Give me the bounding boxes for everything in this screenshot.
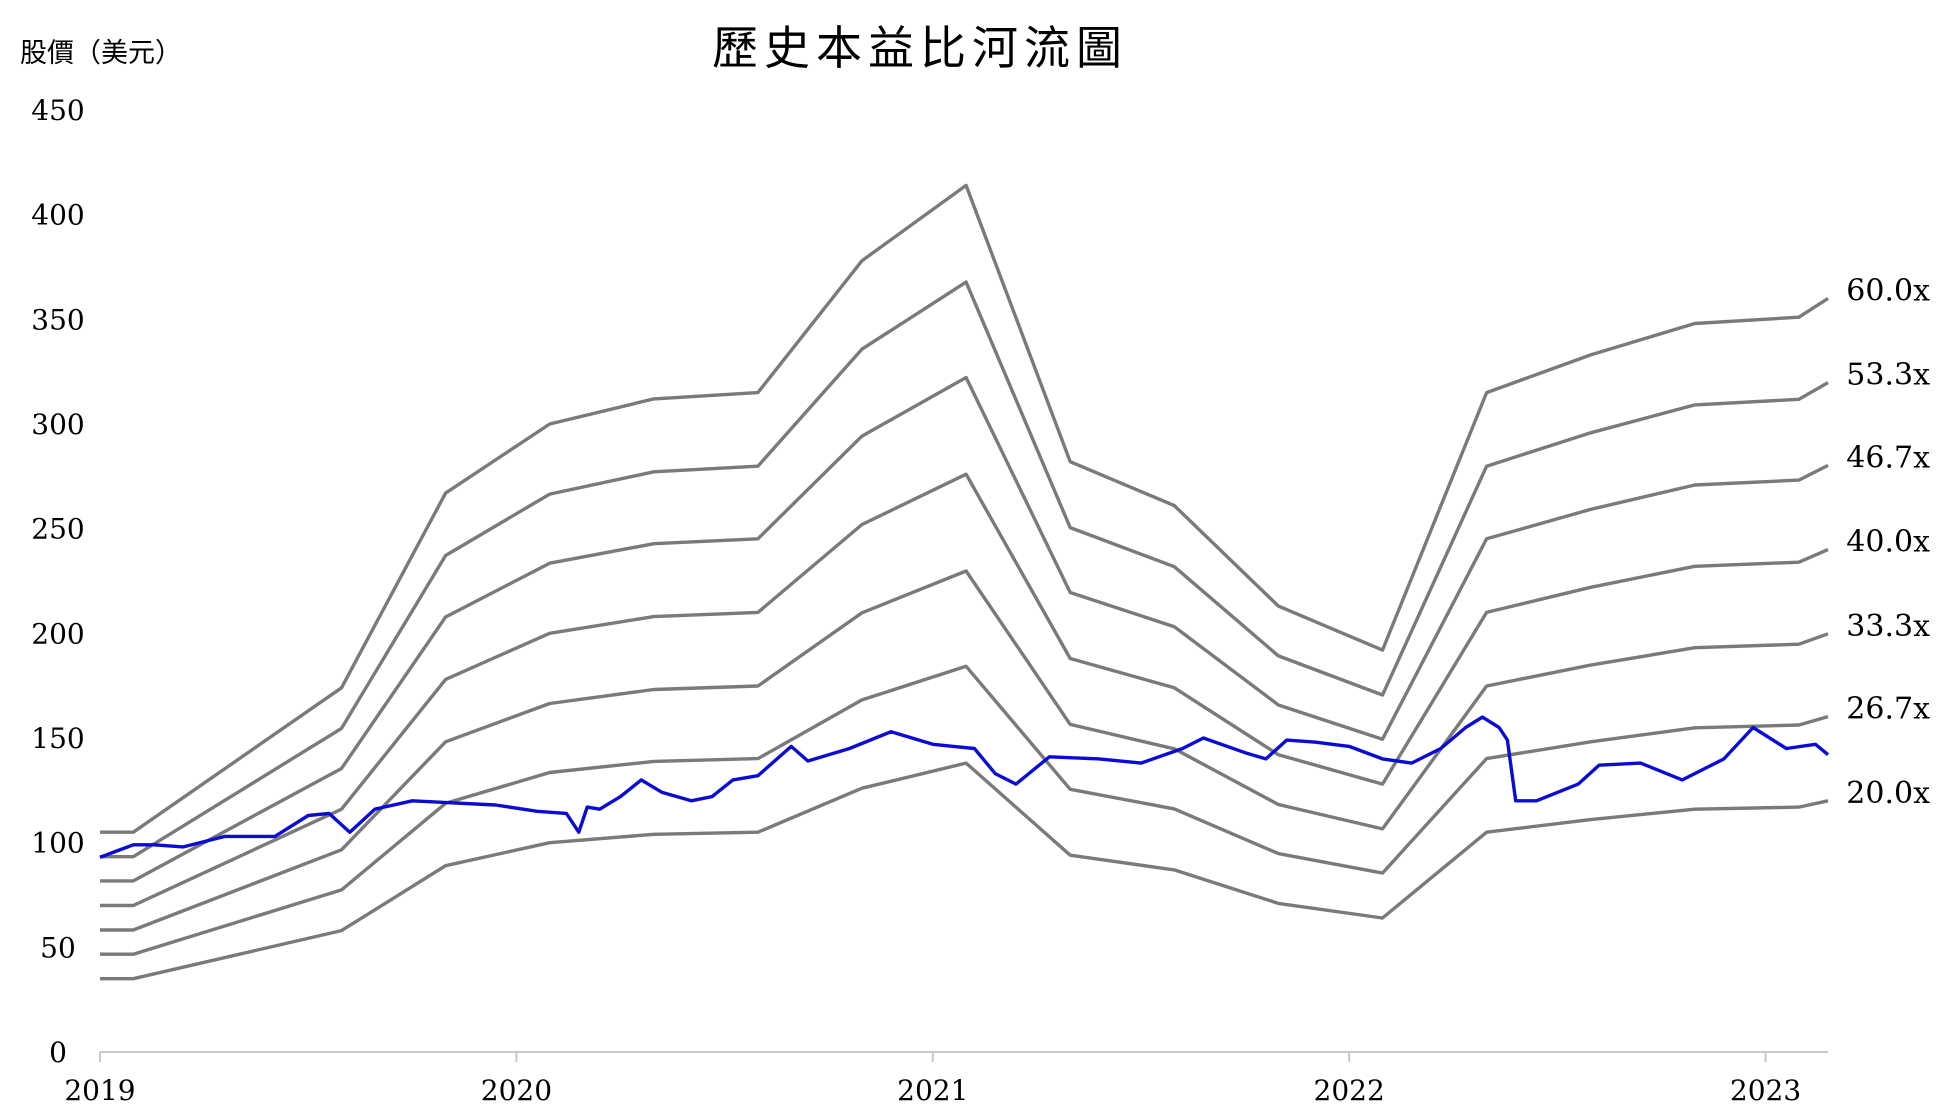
y-tick-label: 50 (40, 931, 76, 964)
y-tick-label: 200 (31, 617, 84, 650)
pe-band-line-60-0x (100, 183, 1829, 834)
band-labels: 60.0x 53.3x 46.7x 40.0x 33.3x 26.7x 20.0x (1846, 273, 1930, 810)
y-tick-label: 100 (31, 827, 84, 860)
band-label-53-3x: 53.3x (1846, 358, 1930, 393)
y-axis-label: 股價（美元） (20, 38, 182, 69)
band-label-26-7x: 26.7x (1846, 692, 1930, 727)
x-tick-label: 2019 (64, 1074, 135, 1107)
y-tick-label: 400 (31, 199, 84, 232)
y-tick-label: 300 (31, 408, 84, 441)
band-label-40-0x: 40.0x (1846, 525, 1930, 560)
x-tick-label: 2021 (897, 1074, 968, 1107)
y-tick-label: 350 (31, 303, 84, 336)
pe-band-line-26-7x (100, 664, 1829, 956)
chart-title: 歷史本益比河流圖 (712, 21, 1128, 75)
y-tick-label: 150 (31, 722, 84, 755)
band-label-33-3x: 33.3x (1846, 609, 1930, 644)
band-label-20-0x: 20.0x (1846, 776, 1930, 811)
price-line (99, 715, 1830, 859)
x-tick-label: 2022 (1314, 1074, 1385, 1107)
y-tick-label: 250 (31, 513, 84, 546)
pe-band-line-46-7x (100, 375, 1829, 883)
pe-band-line-33-3x (100, 569, 1829, 932)
pe-band-line-40-0x (100, 472, 1829, 908)
pe-band-lines (100, 183, 1829, 981)
x-tick-label: 2020 (481, 1074, 552, 1107)
y-tick-label: 450 (31, 94, 84, 127)
price-line-group (99, 715, 1830, 859)
y-tick-label: 0 (49, 1036, 67, 1069)
pe-band-line-53-3x (100, 280, 1829, 859)
band-label-60-0x: 60.0x (1846, 273, 1930, 308)
pe-band-line-20-0x (100, 761, 1829, 981)
axes: 0 50 100 150 200 250 300 350 400 450 2019 2020 2021 2… (31, 94, 1828, 1107)
band-label-46-7x: 46.7x (1846, 440, 1930, 475)
x-tick-label: 2023 (1730, 1074, 1801, 1107)
